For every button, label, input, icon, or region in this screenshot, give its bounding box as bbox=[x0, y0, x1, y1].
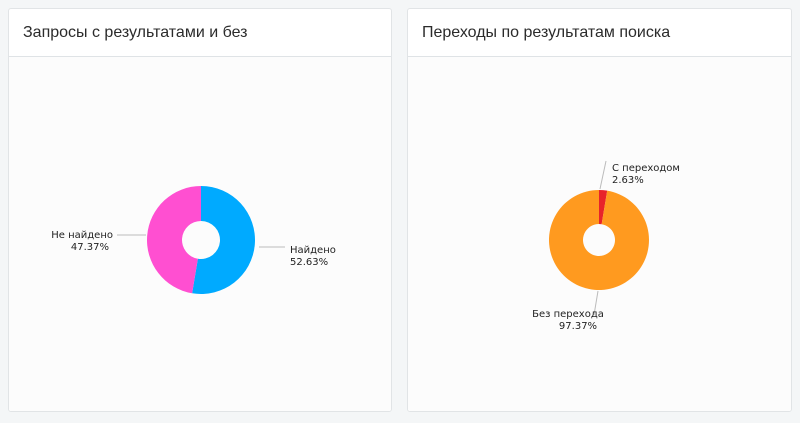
slice-label: Найдено bbox=[290, 245, 336, 256]
slice-label: С переходом bbox=[612, 163, 680, 174]
chart-area: С переходом 2.63% Без перехода 97.37% bbox=[408, 57, 791, 411]
panel-search-clickthroughs: Переходы по результатам поиска С переход… bbox=[407, 8, 792, 412]
slice-first[interactable] bbox=[599, 190, 608, 225]
slice-value-label: 47.37% bbox=[71, 242, 109, 253]
panel-queries-with-results: Запросы с результатами и без Найдено 52.6… bbox=[8, 8, 392, 412]
slice-label: Без перехода bbox=[532, 309, 604, 320]
slice-leader-line bbox=[599, 160, 607, 190]
slice-second[interactable] bbox=[146, 186, 201, 294]
slice-value-label: 2.63% bbox=[612, 175, 644, 186]
chart-area: Найдено 52.63% Не найдено 47.37% bbox=[9, 57, 391, 411]
panel-title: Запросы с результатами и без bbox=[9, 9, 391, 57]
slice-second[interactable] bbox=[548, 190, 649, 290]
slice-value-label: 97.37% bbox=[559, 321, 597, 332]
panel-title: Переходы по результатам поиска bbox=[408, 9, 791, 57]
slice-leader-line bbox=[593, 290, 599, 316]
slice-value-label: 52.63% bbox=[290, 257, 328, 268]
slice-first[interactable] bbox=[192, 186, 255, 294]
slice-label: Не найдено bbox=[51, 230, 113, 241]
